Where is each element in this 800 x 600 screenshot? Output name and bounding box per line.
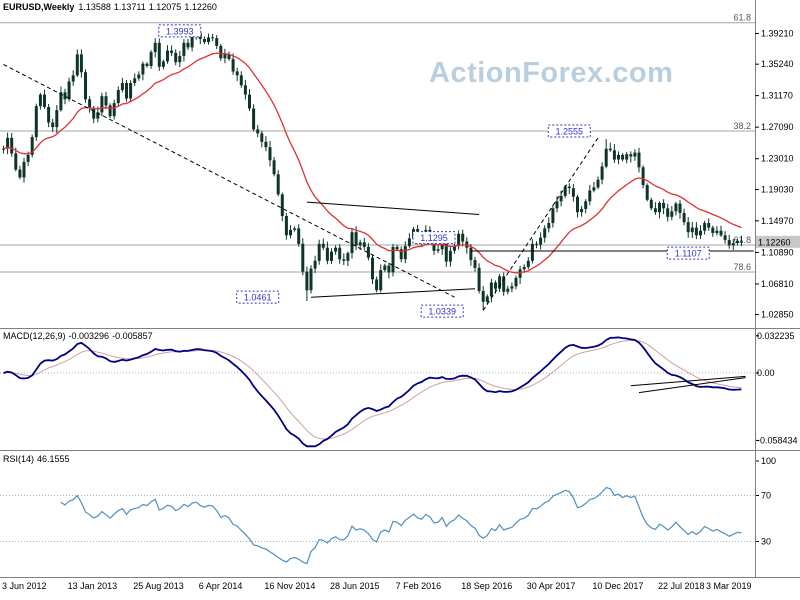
svg-text:30 Apr 2017: 30 Apr 2017 <box>527 581 576 591</box>
svg-text:1.06810: 1.06810 <box>761 279 794 289</box>
svg-text:1.1295: 1.1295 <box>420 233 448 243</box>
svg-text:3 Mar 2019: 3 Mar 2019 <box>706 581 752 591</box>
watermark: ActionForex.com <box>429 57 674 89</box>
svg-text:1.10890: 1.10890 <box>761 247 794 257</box>
ohlc-open: 1.13588 <box>78 2 111 12</box>
svg-text:30: 30 <box>761 537 771 547</box>
chart-title: EURUSD,Weekly 1.13588 1.13711 1.12075 1.1226… <box>3 2 220 12</box>
trendlines-layer[interactable] <box>3 64 754 311</box>
svg-text:1.31170: 1.31170 <box>761 91 793 101</box>
svg-text:1.1107: 1.1107 <box>675 249 702 259</box>
svg-text:1.27090: 1.27090 <box>761 122 794 132</box>
rsi-name: RSI(14) <box>3 454 35 464</box>
rsi-layer: 100 70 30 <box>0 456 776 565</box>
svg-text:3 Jun 2012: 3 Jun 2012 <box>2 581 47 591</box>
svg-text:1.0461: 1.0461 <box>244 293 272 303</box>
macd-value-main: -0.003296 <box>68 331 110 341</box>
ma-line <box>3 52 742 274</box>
svg-text:1.02850: 1.02850 <box>761 310 794 320</box>
fib-layer: 61.8 38.2 61.8 78.6 <box>0 13 755 273</box>
svg-text:22 Jul 2018: 22 Jul 2018 <box>658 581 705 591</box>
svg-text:0.032235: 0.032235 <box>757 331 795 341</box>
svg-text:1.2555: 1.2555 <box>556 126 584 136</box>
svg-text:61.8: 61.8 <box>733 13 751 23</box>
svg-text:-0.058434: -0.058434 <box>757 435 798 445</box>
x-axis[interactable]: 3 Jun 2012 13 Jan 2013 25 Aug 2013 6 Apr 20… <box>2 581 752 591</box>
annotations-layer[interactable]: 1.3993 1.2555 1.1295 1.1107 1.0461 1.0339 <box>158 24 710 318</box>
svg-text:1.19030: 1.19030 <box>761 184 794 194</box>
svg-text:18 Sep 2016: 18 Sep 2016 <box>461 581 512 591</box>
symbol-timeframe: EURUSD,Weekly <box>3 2 75 12</box>
svg-text:100: 100 <box>761 456 776 466</box>
ohlc-close: 1.12260 <box>184 2 217 12</box>
svg-text:1.0339: 1.0339 <box>428 307 456 317</box>
macd-value-signal: -0.005857 <box>112 331 153 341</box>
svg-text:28 Jun 2015: 28 Jun 2015 <box>330 581 380 591</box>
svg-text:1.3993: 1.3993 <box>166 26 194 36</box>
ohlc-low: 1.12075 <box>148 2 182 12</box>
svg-text:38.2: 38.2 <box>733 121 751 131</box>
svg-text:16 Nov 2014: 16 Nov 2014 <box>264 581 315 591</box>
rsi-label: RSI(14) 46.1555 <box>3 454 73 464</box>
svg-text:1.23010: 1.23010 <box>761 154 794 164</box>
svg-text:13 Jan 2013: 13 Jan 2013 <box>68 581 118 591</box>
svg-text:61.8: 61.8 <box>733 235 751 245</box>
macd-layer: 0.032235 0.00 -0.058434 <box>0 331 798 448</box>
separators <box>0 328 800 578</box>
price-axis[interactable]: 1.39210 1.35240 1.31170 1.27090 1.23010 1.190… <box>755 0 800 577</box>
svg-text:0.00: 0.00 <box>757 368 775 378</box>
svg-text:78.6: 78.6 <box>733 262 751 272</box>
svg-text:1.39210: 1.39210 <box>761 28 794 38</box>
rsi-value: 46.1555 <box>37 454 70 464</box>
svg-text:1.12260: 1.12260 <box>758 237 791 247</box>
svg-text:7 Feb 2016: 7 Feb 2016 <box>396 581 442 591</box>
ohlc-high: 1.13711 <box>113 2 146 12</box>
candles-layer <box>2 27 743 311</box>
svg-text:6 Apr 2014: 6 Apr 2014 <box>199 581 243 591</box>
svg-text:25 Aug 2013: 25 Aug 2013 <box>133 581 184 591</box>
svg-text:10 Dec 2017: 10 Dec 2017 <box>592 581 643 591</box>
macd-name: MACD(12,26,9) <box>3 331 66 341</box>
svg-text:1.14970: 1.14970 <box>761 216 794 226</box>
svg-text:1.35240: 1.35240 <box>761 59 794 69</box>
macd-label: MACD(12,26,9) -0.003296 -0.005857 <box>3 331 156 341</box>
svg-text:70: 70 <box>761 491 771 501</box>
